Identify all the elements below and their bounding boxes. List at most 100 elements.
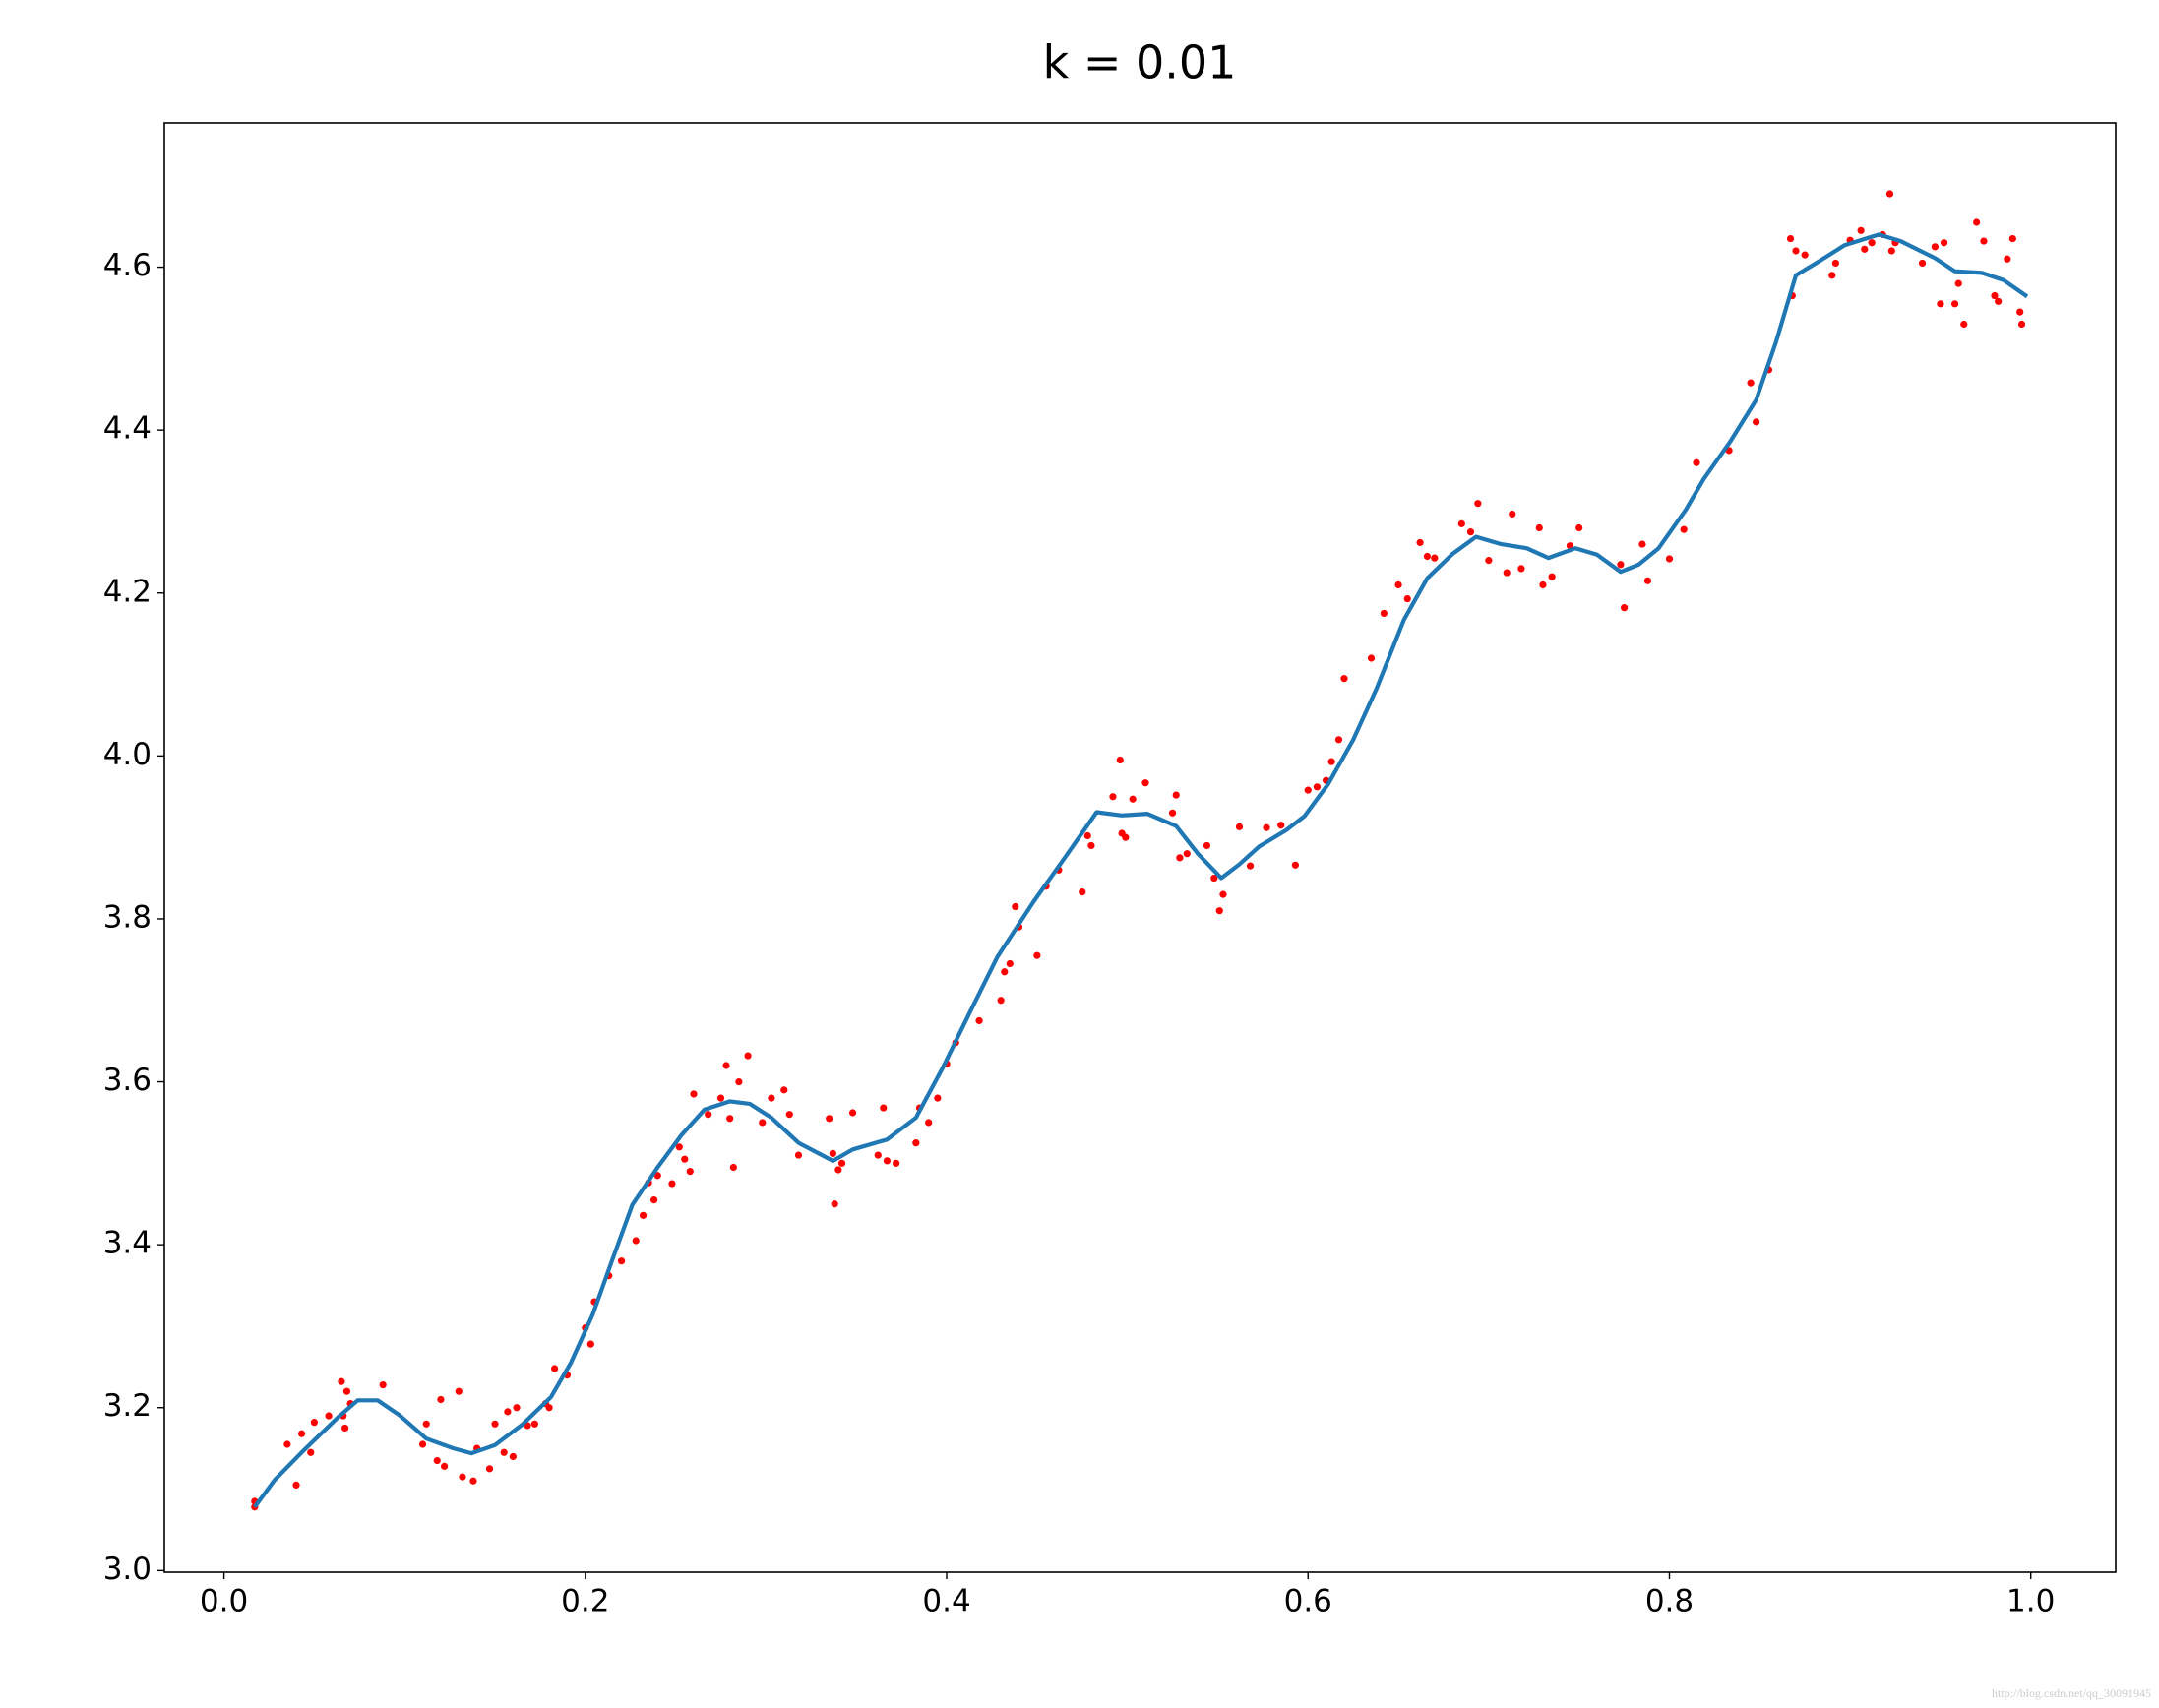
- scatter-point: [1980, 237, 1988, 245]
- scatter-point: [726, 1115, 734, 1123]
- scatter-point: [1995, 297, 2003, 305]
- scatter-point: [1887, 247, 1895, 255]
- x-tick-label: 0.8: [1645, 1584, 1694, 1619]
- scatter-point: [759, 1119, 767, 1127]
- scatter-point: [686, 1168, 694, 1176]
- scatter-point: [459, 1473, 466, 1481]
- scatter-point: [1828, 272, 1836, 279]
- scatter-point: [768, 1094, 775, 1102]
- scatter-point: [1539, 580, 1547, 589]
- scatter-point: [1001, 968, 1009, 976]
- scatter-point: [1141, 779, 1149, 787]
- y-tick-label: 4.2: [103, 574, 152, 609]
- scatter-point: [1885, 190, 1894, 198]
- scatter-point: [729, 1163, 737, 1172]
- scatter-point: [433, 1456, 441, 1465]
- scatter-point: [722, 1062, 730, 1069]
- scatter-point: [1509, 510, 1516, 518]
- chart-title: k = 0.01: [1043, 36, 1237, 90]
- scatter-point: [780, 1086, 788, 1094]
- line: [253, 232, 2029, 1509]
- scatter-point: [1680, 525, 1688, 533]
- scatter-point: [1861, 245, 1869, 253]
- scatter-point: [826, 1115, 833, 1123]
- x-tick-label: 0.6: [1284, 1584, 1332, 1619]
- scatter-point: [1210, 874, 1218, 883]
- scatter-point: [1235, 823, 1244, 830]
- y-tick-label: 4.4: [103, 411, 152, 447]
- scatter-point: [834, 1166, 842, 1174]
- scatter-point: [1868, 239, 1876, 247]
- scatter-point: [1033, 951, 1041, 959]
- scatter-point: [509, 1452, 517, 1461]
- scatter-point: [1643, 577, 1652, 584]
- scatter-point: [831, 1200, 838, 1208]
- scatter-point: [785, 1111, 793, 1119]
- scatter-point: [1416, 538, 1424, 547]
- scatter-point: [418, 1440, 427, 1448]
- scatter-point: [837, 1159, 846, 1167]
- plot-frame: [163, 122, 2117, 1573]
- scatter-point: [1937, 300, 1944, 308]
- scatter-point: [1083, 831, 1091, 840]
- scatter-point: [1168, 809, 1177, 817]
- scatter-point: [1176, 854, 1184, 862]
- scatter-point: [1786, 234, 1795, 243]
- scatter-point: [1327, 758, 1335, 765]
- scatter-point: [2004, 255, 2011, 263]
- scatter-point: [1665, 555, 1674, 563]
- scatter-point: [1991, 291, 1999, 300]
- scatter-point: [735, 1077, 743, 1086]
- scatter-point: [1638, 540, 1646, 548]
- scatter-point: [1801, 251, 1809, 259]
- scatter-point: [485, 1465, 494, 1473]
- scatter-point: [1466, 528, 1475, 536]
- scatter-point: [2016, 308, 2024, 316]
- scatter-point: [617, 1257, 626, 1265]
- scatter-point: [883, 1157, 892, 1165]
- scatter-point: [1116, 756, 1124, 764]
- scatter-point: [880, 1104, 888, 1112]
- scatter-point: [1219, 890, 1227, 898]
- scatter-point: [1954, 279, 1962, 287]
- scatter-point: [997, 997, 1005, 1005]
- y-tick-label: 3.0: [103, 1552, 152, 1587]
- scatter-point: [1277, 822, 1285, 829]
- scatter-point: [586, 1340, 594, 1348]
- scatter-point: [1931, 243, 1939, 251]
- scatter-point: [1973, 218, 1981, 226]
- scatter-point: [1012, 902, 1019, 911]
- x-tick-label: 0.0: [200, 1584, 248, 1619]
- scatter-point: [925, 1119, 933, 1127]
- y-tick-label: 4.0: [103, 737, 152, 772]
- scatter-point: [975, 1016, 983, 1025]
- scatter-point: [545, 1404, 553, 1412]
- scatter-point: [1313, 783, 1322, 791]
- scatter-point: [1485, 557, 1493, 565]
- scatter-point: [513, 1404, 521, 1412]
- scatter-point: [1474, 500, 1482, 508]
- scatter-point: [934, 1094, 942, 1102]
- scatter-point: [1263, 824, 1270, 831]
- scatter-point: [744, 1052, 752, 1060]
- scatter-point: [500, 1448, 508, 1456]
- scatter-point: [283, 1440, 291, 1448]
- scatter-point: [292, 1481, 300, 1490]
- scatter-point: [1172, 791, 1180, 799]
- scatter-point: [1129, 795, 1137, 803]
- scatter-point: [422, 1420, 430, 1428]
- scatter-point: [829, 1149, 836, 1158]
- scatter-point: [1792, 247, 1800, 255]
- scatter-point: [1291, 861, 1300, 869]
- scatter-point: [1423, 552, 1432, 561]
- scatter-point: [310, 1419, 318, 1427]
- scatter-point: [1831, 259, 1840, 268]
- scatter-point: [1918, 259, 1927, 268]
- scatter-point: [675, 1143, 683, 1151]
- scatter-point: [705, 1111, 712, 1119]
- x-tick-label: 0.2: [561, 1584, 609, 1619]
- scatter-point: [1857, 226, 1865, 234]
- y-tick-label: 3.6: [103, 1063, 152, 1098]
- scatter-point: [530, 1420, 539, 1428]
